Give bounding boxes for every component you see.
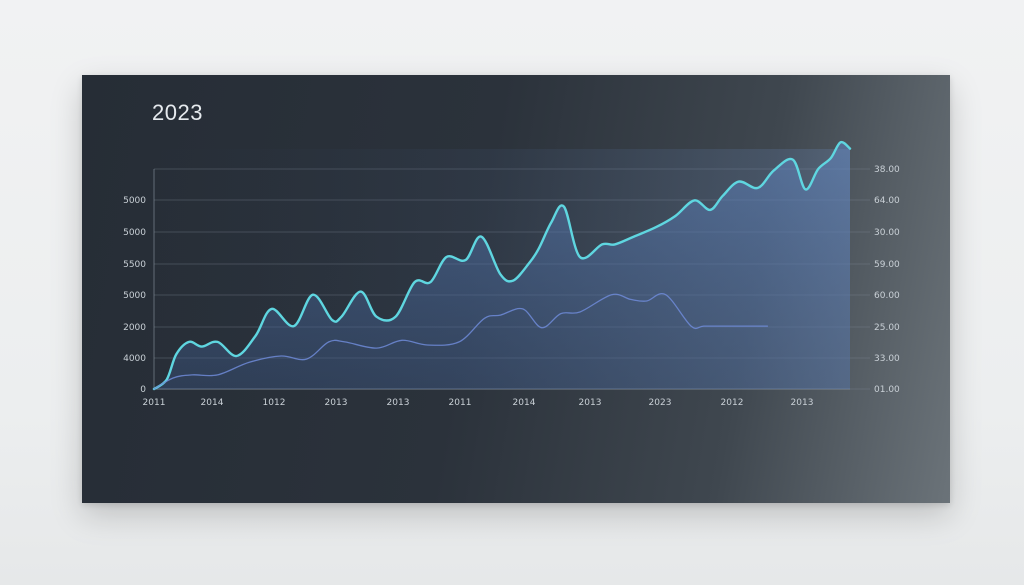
series-1-line	[152, 140, 852, 391]
y-left-tick-labels: 5000 5000 5500 5000 2000 4000 0	[123, 196, 146, 395]
x-tick-label: 2013	[791, 398, 814, 408]
x-tick-label: 2013	[387, 398, 410, 408]
y-left-tick-label: 4000	[123, 354, 146, 364]
y-right-tick-label: 64.00	[874, 196, 900, 206]
x-tick-label: 1012	[263, 398, 286, 408]
y-right-tick-labels: 38.00 64.00 30.00 59.00 60.00 25.00 33.00 01.00	[874, 165, 900, 395]
y-right-tick-label: 33.00	[874, 354, 900, 364]
chart-title: 2023	[152, 100, 203, 125]
x-tick-labels: 2011 2014 1012 2013 2013 2011 2014 2013 2023 2012…	[143, 398, 814, 408]
y-right-tick-label: 38.00	[874, 165, 900, 175]
y-right-tick-label: 60.00	[874, 291, 900, 301]
x-tick-label: 2013	[325, 398, 348, 408]
area-highlight	[154, 149, 850, 389]
y-left-tick-label: 5500	[123, 260, 146, 270]
x-tick-label: 2023	[649, 398, 672, 408]
y-left-tick-label: 2000	[123, 323, 146, 333]
area-fill-layer	[154, 142, 850, 389]
y-right-tick-label: 25.00	[874, 323, 900, 333]
x-tick-label: 2014	[201, 398, 224, 408]
y-left-tick-label: 0	[140, 385, 146, 395]
series-2-line	[153, 293, 769, 390]
y-right-tick-label: 30.00	[874, 228, 900, 238]
y-right-tick-label: 59.00	[874, 260, 900, 270]
area-chart: 5000 5000 5500 5000 2000 4000 0 38.00 64.00 30.0…	[123, 140, 900, 408]
x-tick-label: 2013	[579, 398, 602, 408]
y-right-tick-label: 01.00	[874, 385, 900, 395]
y-left-tick-label: 5000	[123, 291, 146, 301]
y-left-tick-label: 5000	[123, 228, 146, 238]
series-lines	[152, 140, 852, 391]
x-tick-label: 2012	[721, 398, 744, 408]
x-tick-label: 2011	[143, 398, 166, 408]
chart-panel: 2023 5000 5000 5500 5000 2000 4000 0 38.00 64.0…	[82, 75, 950, 503]
x-tick-label: 2011	[449, 398, 472, 408]
x-tick-label: 2014	[513, 398, 536, 408]
y-left-tick-label: 5000	[123, 196, 146, 206]
